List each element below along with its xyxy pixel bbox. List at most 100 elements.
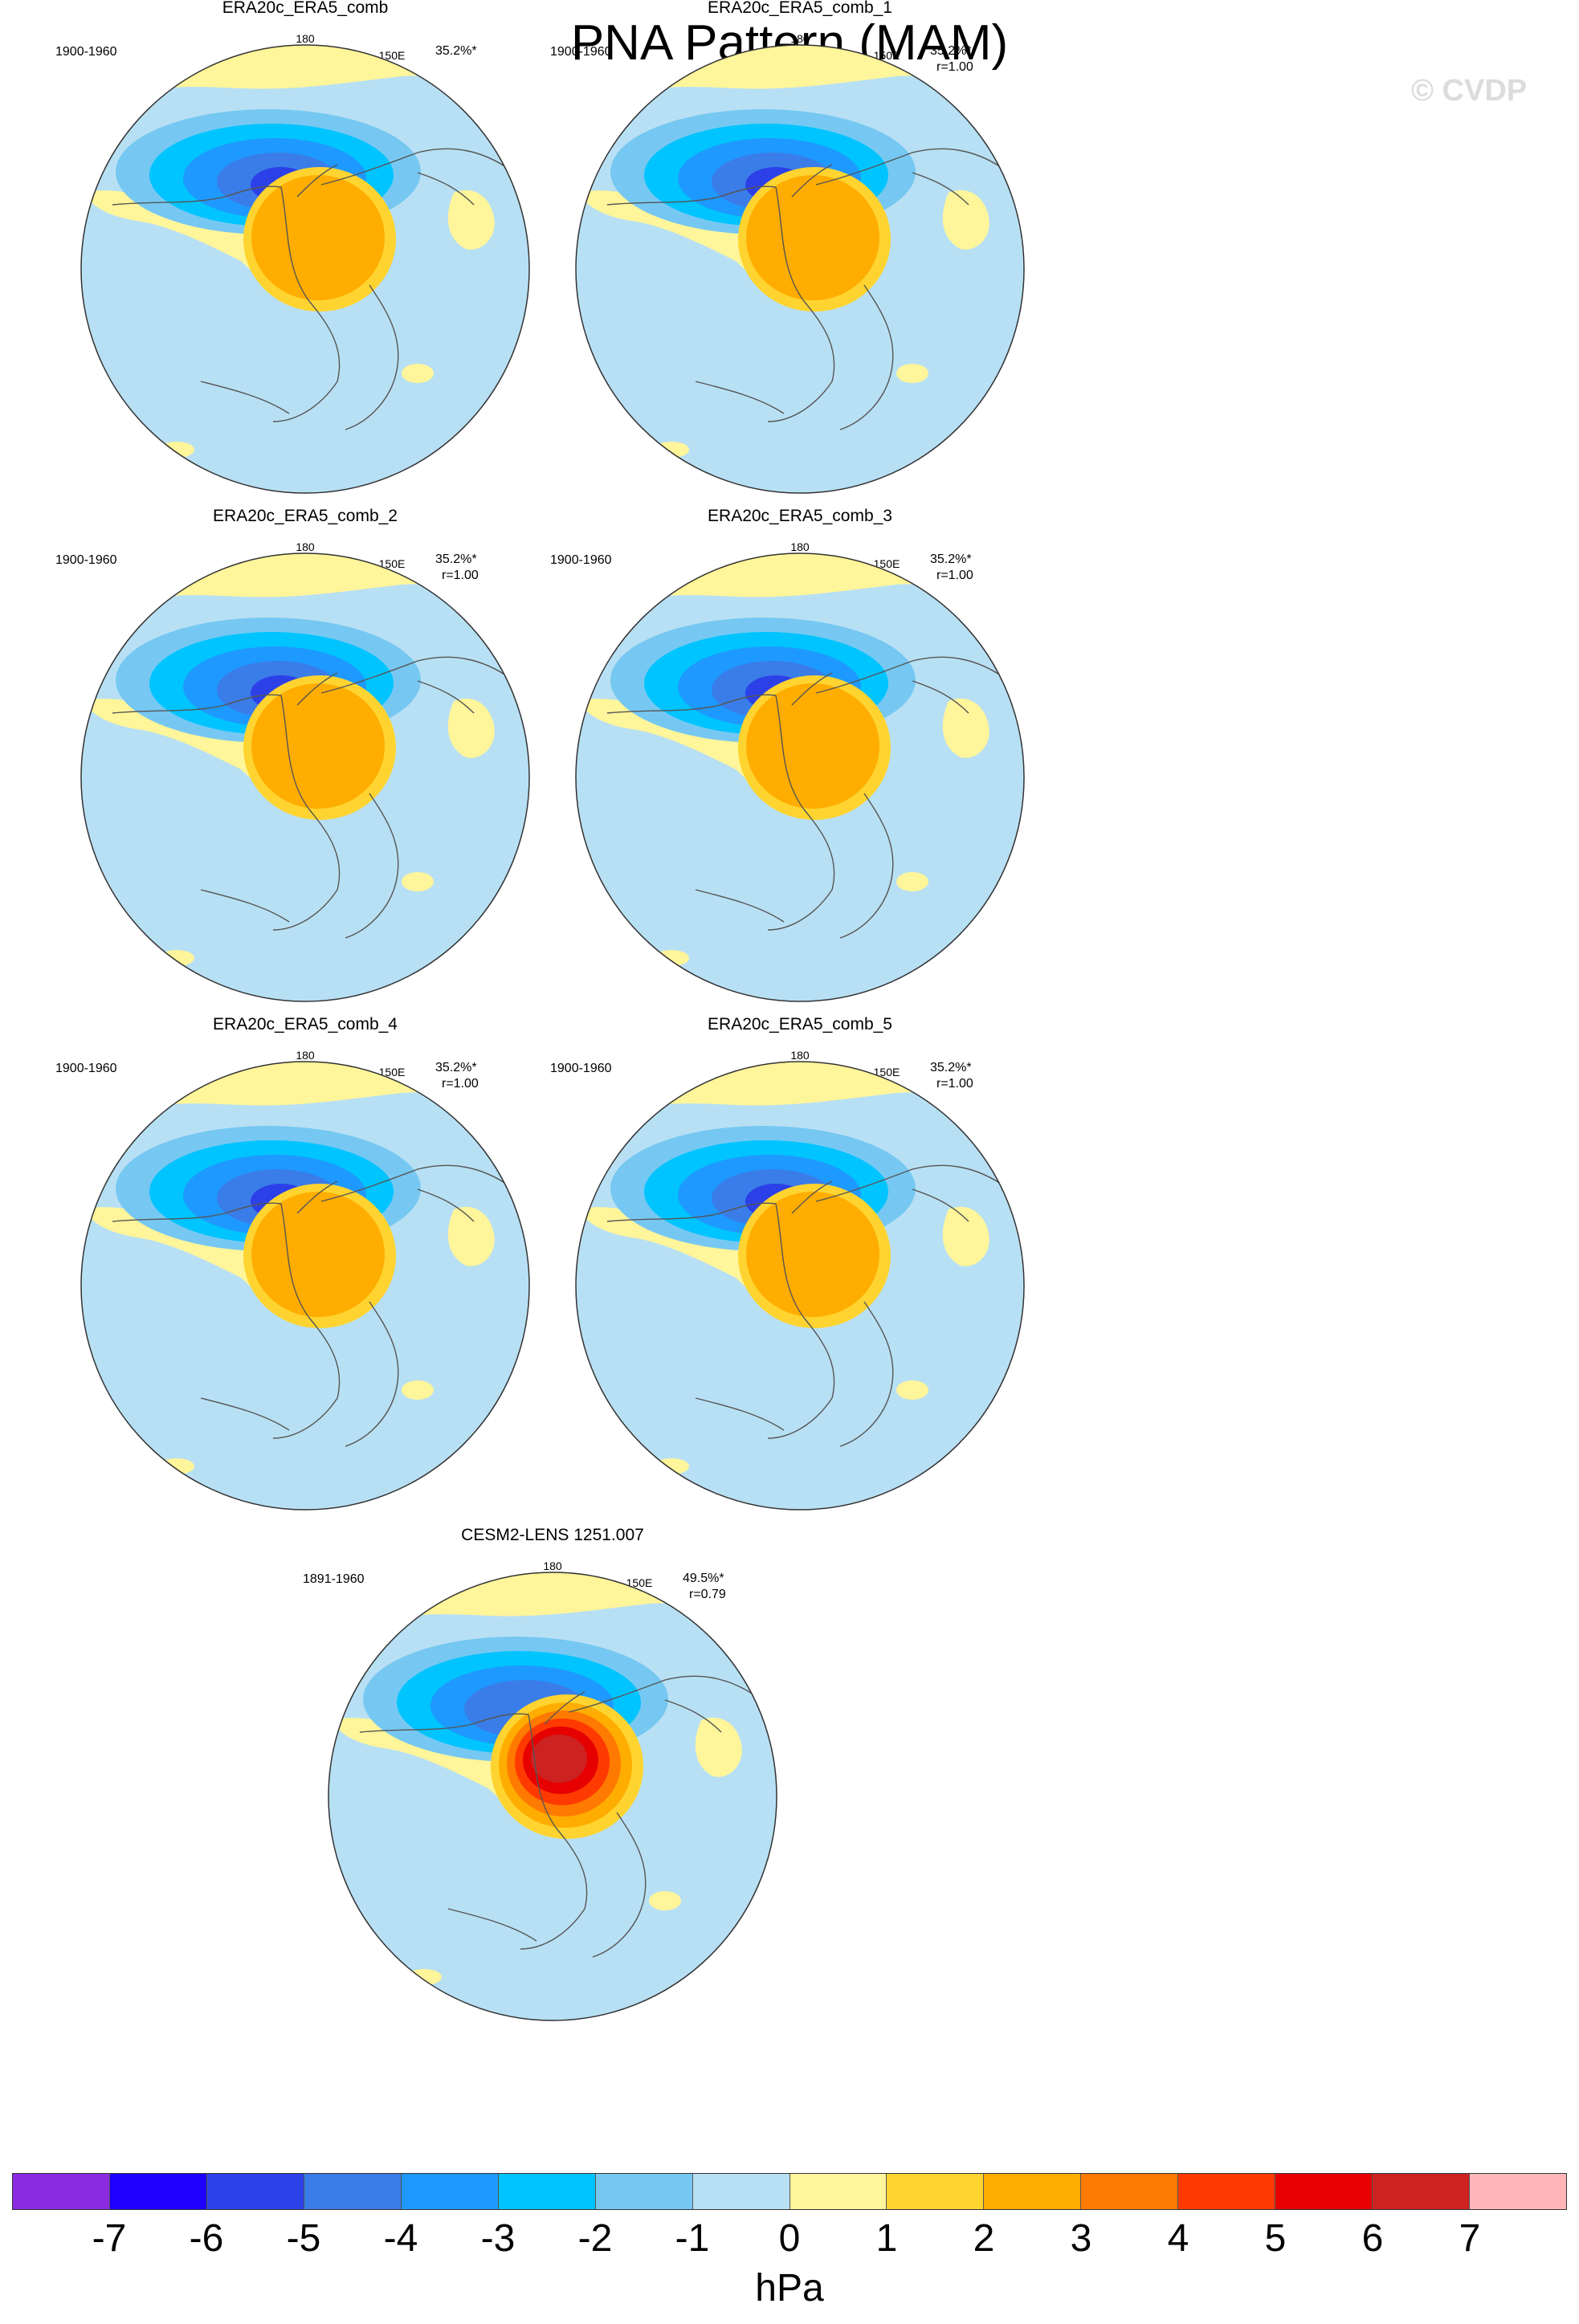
coastline (272, 695, 341, 931)
panel-title: ERA20c_ERA5_comb (222, 0, 389, 17)
panel-variance: 35.2%* (435, 1061, 477, 1074)
coastline (345, 1301, 399, 1447)
positive-patch-south (406, 1969, 442, 1985)
positive-patch-south (159, 442, 194, 458)
coastline (200, 381, 290, 414)
coastline (839, 793, 894, 939)
panel-title: ERA20c_ERA5_comb_4 (213, 1015, 398, 1034)
positive-contour (251, 683, 385, 809)
longitude-label: 150E (873, 1066, 900, 1078)
longitude-label: 150E (378, 49, 406, 62)
coastline (544, 1691, 585, 1725)
positive-patch-southeast (896, 872, 928, 891)
panel-variance: 35.2%* (930, 552, 972, 566)
colorbar-tick-label: -5 (286, 2217, 321, 2260)
positive-contour (746, 1192, 879, 1317)
positive-patch-south (654, 442, 689, 458)
positive-patch-east (942, 698, 989, 758)
map-panel: ERA20c_ERA5_comb_2 1900-1960 35.2%* r=1.00 1… (55, 507, 553, 1022)
coastline (320, 148, 515, 186)
panel-correlation: r=0.79 (689, 1588, 726, 1601)
longitude-label: 150E (378, 1066, 406, 1078)
coastline (112, 694, 282, 714)
coastline (417, 680, 475, 714)
map-panel: ERA20c_ERA5_comb_1 1900-1960 35.2%* r=1.00 1… (550, 0, 1047, 514)
colorbar-box (498, 2174, 596, 2209)
positive-patch-southeast (402, 364, 434, 383)
colorbar-tick-label: -3 (480, 2217, 516, 2260)
coastline (912, 172, 969, 206)
coastline (296, 672, 338, 706)
panel-period: 1900-1960 (55, 553, 117, 567)
watermark: © CVDP (1411, 74, 1528, 108)
coastline (606, 694, 777, 714)
map-border (80, 552, 530, 1002)
coastline (839, 1301, 894, 1447)
positive-patch-south (654, 1458, 689, 1474)
map-border (575, 44, 1025, 494)
longitude-label: 180 (296, 540, 315, 553)
positive-patch-south (159, 1458, 194, 1474)
colorbar-tick-label: -7 (92, 2217, 127, 2260)
positive-contour (251, 1192, 385, 1317)
longitude-label: 150E (873, 557, 900, 570)
longitude-label: 180 (543, 1560, 562, 1572)
coastline (767, 186, 835, 422)
positive-patch-south (654, 950, 689, 966)
colorbar-box (790, 2174, 887, 2209)
panel-period: 1900-1960 (550, 553, 612, 567)
coastline (791, 164, 833, 198)
positive-patch-east (447, 1206, 495, 1266)
positive-patch-southeast (649, 1891, 681, 1910)
coastline (606, 1202, 777, 1222)
map-panel: ERA20c_ERA5_comb_3 1900-1960 35.2%* r=1.00 1… (550, 507, 1047, 1022)
panel-title: ERA20c_ERA5_comb_3 (708, 507, 892, 525)
coastline (767, 1203, 835, 1439)
colorbar-tick-label: -4 (383, 2217, 418, 2260)
coastline (912, 1189, 969, 1222)
colorbar (12, 2173, 1567, 2210)
polar-map (80, 1061, 530, 1511)
coastline (695, 381, 785, 414)
coastline (200, 1397, 290, 1431)
colorbar-box (206, 2174, 304, 2209)
panel-variance: 35.2%* (435, 44, 477, 58)
colorbar-box (109, 2174, 207, 2209)
colorbar-tick-label: 3 (1070, 2217, 1092, 2260)
longitude-label: 180 (790, 32, 810, 45)
panel-period: 1900-1960 (550, 45, 612, 59)
coastline (296, 1180, 338, 1214)
map-panel: ERA20c_ERA5_comb_5 1900-1960 35.2%* r=1.00 1… (550, 1015, 1047, 1531)
map-border (575, 552, 1025, 1002)
colorbar-tick-label: -1 (675, 2217, 710, 2260)
panel-correlation: r=1.00 (936, 569, 973, 582)
panel-title: ERA20c_ERA5_comb_2 (213, 507, 398, 525)
coastline (296, 164, 338, 198)
positive-patch-east (942, 1206, 989, 1266)
colorbar-box (1081, 2174, 1179, 2209)
coastline (695, 1397, 785, 1431)
coastline (791, 1180, 833, 1214)
colorbar-tick-label: -6 (189, 2217, 224, 2260)
panel-period: 1891-1960 (303, 1572, 365, 1586)
positive-patch-southeast (896, 364, 928, 383)
coastline (417, 172, 475, 206)
coastline (272, 1203, 341, 1439)
panel-variance: 35.2%* (435, 552, 477, 566)
longitude-label: 180 (296, 32, 315, 45)
coastline (200, 889, 290, 923)
longitude-label: 150E (873, 49, 900, 62)
colorbar-box (984, 2174, 1082, 2209)
colorbar-box (692, 2174, 790, 2209)
coastline (791, 672, 833, 706)
colorbar-box (1275, 2174, 1373, 2209)
coastline (815, 1164, 1010, 1202)
map-border (575, 1061, 1025, 1511)
coastline (417, 1189, 475, 1222)
positive-patch-east (695, 1717, 742, 1777)
positive-patch-southeast (402, 872, 434, 891)
positive-patch-east (942, 190, 989, 250)
coastline (912, 680, 969, 714)
coastline (839, 284, 894, 430)
colorbar-box (887, 2174, 985, 2209)
